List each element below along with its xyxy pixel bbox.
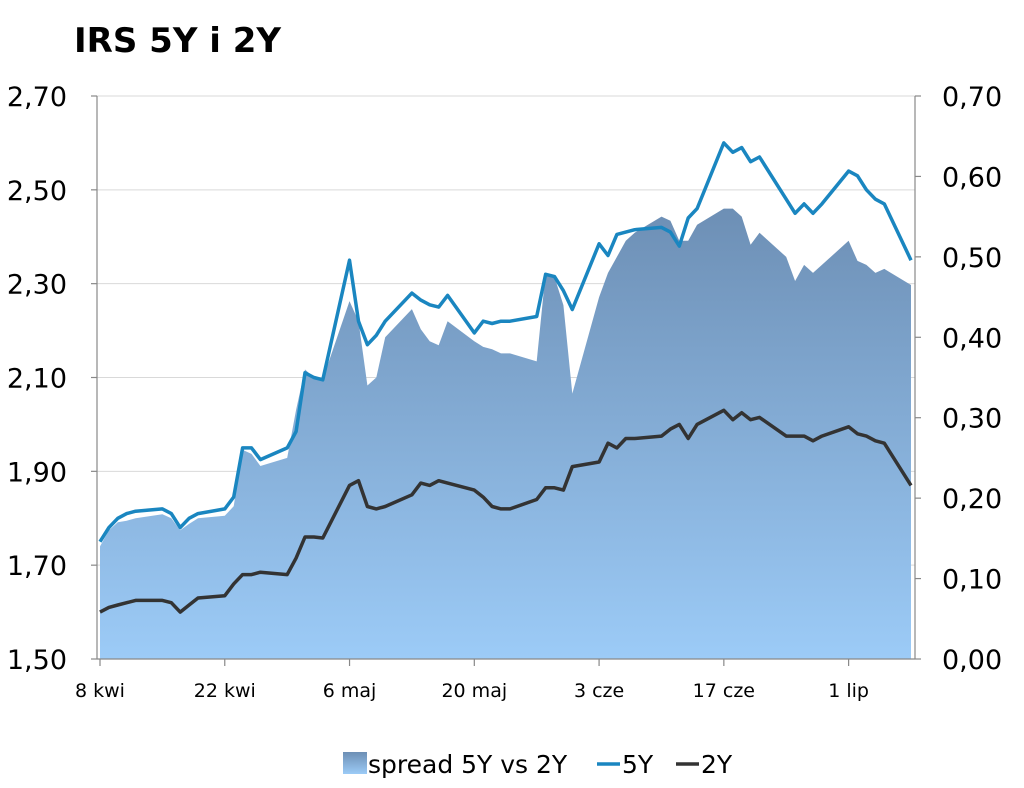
legend-label-spread: spread 5Y vs 2Y [368,750,568,779]
x-tick-label: 1 lip [828,680,869,702]
y-left-tick-label: 2,30 [7,270,67,301]
x-tick-label: 6 maj [323,680,377,702]
y-right-tick-label: 0,20 [942,484,1002,515]
y-left-tick-label: 2,10 [7,364,67,395]
y-axis-right-ticks: 0,00 0,10 0,20 0,30 0,40 0,50 0,60 0,70 [915,82,1002,676]
y-right-tick-label: 0,50 [942,243,1002,274]
legend-swatch-spread [343,752,367,774]
y-left-tick-label: 1,90 [7,457,67,488]
x-tick-label: 17 cze [693,680,755,702]
legend: spread 5Y vs 2Y 5Y 2Y [343,750,733,779]
y-axis-left-ticks: 1,50 1,70 1,90 2,10 2,30 2,50 2,70 [7,82,97,676]
y-right-tick-label: 0,40 [942,323,1002,354]
spread-area [100,208,911,659]
chart-title: IRS 5Y i 2Y [74,21,281,61]
y-right-tick-label: 0,30 [942,404,1002,435]
y-left-tick-label: 1,50 [7,645,67,676]
y-right-tick-label: 0,70 [942,82,1002,113]
y-left-tick-label: 2,50 [7,176,67,207]
x-axis-ticks: 8 kwi 22 kwi 6 maj 20 maj 3 cze 17 cze 1 lip [75,659,869,702]
y-left-tick-label: 1,70 [7,551,67,582]
y-right-tick-label: 0,60 [942,162,1002,193]
y-left-tick-label: 2,70 [7,82,67,113]
y-right-tick-label: 0,10 [942,565,1002,596]
series-2y-line [99,408,913,614]
series-5y-line [98,141,913,543]
y-right-tick-label: 0,00 [942,645,1002,676]
x-tick-label: 3 cze [574,680,624,702]
legend-label-5y: 5Y [622,750,654,779]
x-tick-label: 20 maj [441,680,507,702]
legend-label-2y: 2Y [701,750,733,779]
x-tick-label: 22 kwi [194,680,256,702]
x-tick-label: 8 kwi [75,680,125,702]
